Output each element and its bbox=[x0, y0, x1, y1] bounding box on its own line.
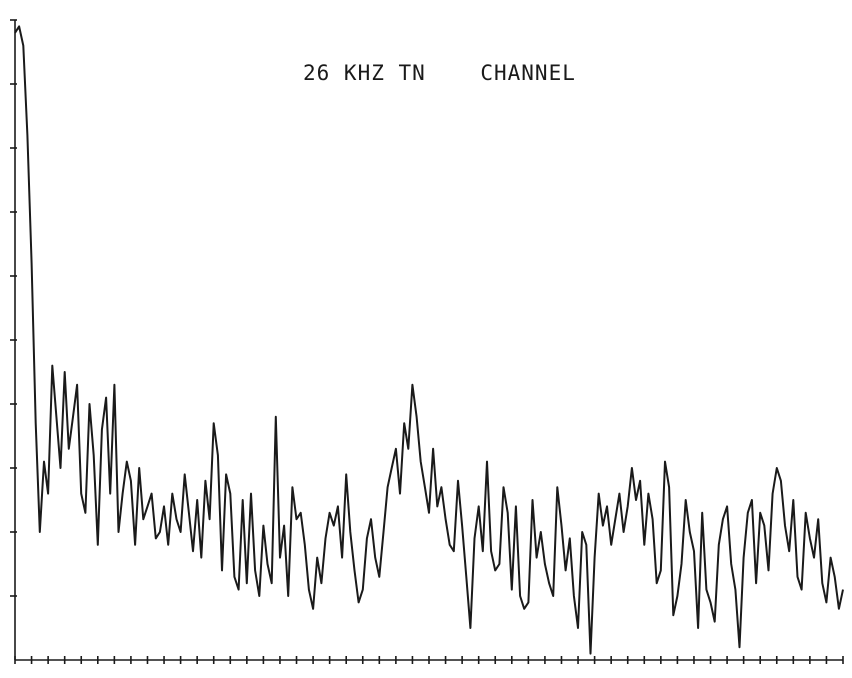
chart-title: 26 KHZ TN CHANNEL bbox=[303, 61, 576, 85]
x-axis-ticks bbox=[14, 656, 844, 664]
y-axis-ticks bbox=[10, 19, 17, 597]
series-line bbox=[14, 25, 844, 655]
chart-axes bbox=[14, 20, 843, 661]
